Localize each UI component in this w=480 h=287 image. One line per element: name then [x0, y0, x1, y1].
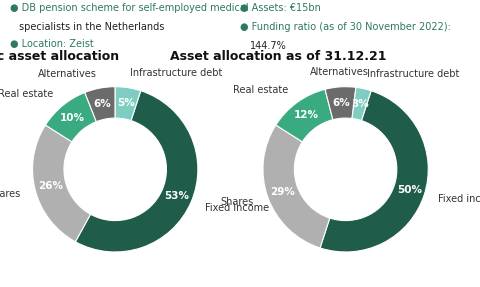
Text: Shares: Shares — [0, 189, 21, 199]
Text: Infrastructure debt: Infrastructure debt — [131, 68, 223, 78]
Text: 3%: 3% — [351, 99, 369, 109]
Text: 144.7%: 144.7% — [250, 41, 287, 51]
Text: ● DB pension scheme for self-employed medical: ● DB pension scheme for self-employed me… — [10, 3, 248, 13]
Text: 50%: 50% — [397, 185, 422, 195]
Text: Real estate: Real estate — [0, 89, 53, 99]
Text: Alternatives: Alternatives — [310, 67, 369, 77]
Wedge shape — [46, 92, 96, 142]
Wedge shape — [263, 125, 330, 248]
Text: 6%: 6% — [94, 98, 111, 108]
Text: ● Funding ratio (as of 30 November 2022):: ● Funding ratio (as of 30 November 2022)… — [240, 22, 451, 32]
Text: Alternatives: Alternatives — [38, 69, 97, 79]
Text: 29%: 29% — [270, 187, 295, 197]
Wedge shape — [325, 87, 356, 120]
Text: Strategic asset allocation: Strategic asset allocation — [0, 51, 119, 63]
Wedge shape — [320, 91, 428, 252]
Text: Infrastructure debt: Infrastructure debt — [367, 69, 459, 79]
Wedge shape — [352, 87, 371, 121]
Text: Fixed income: Fixed income — [204, 203, 269, 213]
Text: 5%: 5% — [117, 98, 134, 108]
Text: ● Assets: €15bn: ● Assets: €15bn — [240, 3, 321, 13]
Text: 12%: 12% — [294, 110, 319, 120]
Text: specialists in the Netherlands: specialists in the Netherlands — [19, 22, 165, 32]
Text: Fixed income: Fixed income — [438, 195, 480, 204]
Text: 10%: 10% — [60, 113, 85, 123]
Text: 26%: 26% — [38, 181, 63, 191]
Text: 53%: 53% — [164, 191, 189, 201]
Wedge shape — [75, 91, 198, 252]
Text: Shares: Shares — [221, 197, 254, 208]
Wedge shape — [115, 87, 141, 121]
Text: ● Location: Zeist: ● Location: Zeist — [10, 39, 93, 49]
Wedge shape — [33, 125, 91, 242]
Wedge shape — [85, 87, 115, 122]
Text: Real estate: Real estate — [233, 86, 288, 95]
Wedge shape — [276, 89, 333, 142]
Text: 6%: 6% — [333, 98, 350, 108]
Text: Asset allocation as of 31.12.21: Asset allocation as of 31.12.21 — [170, 51, 386, 63]
